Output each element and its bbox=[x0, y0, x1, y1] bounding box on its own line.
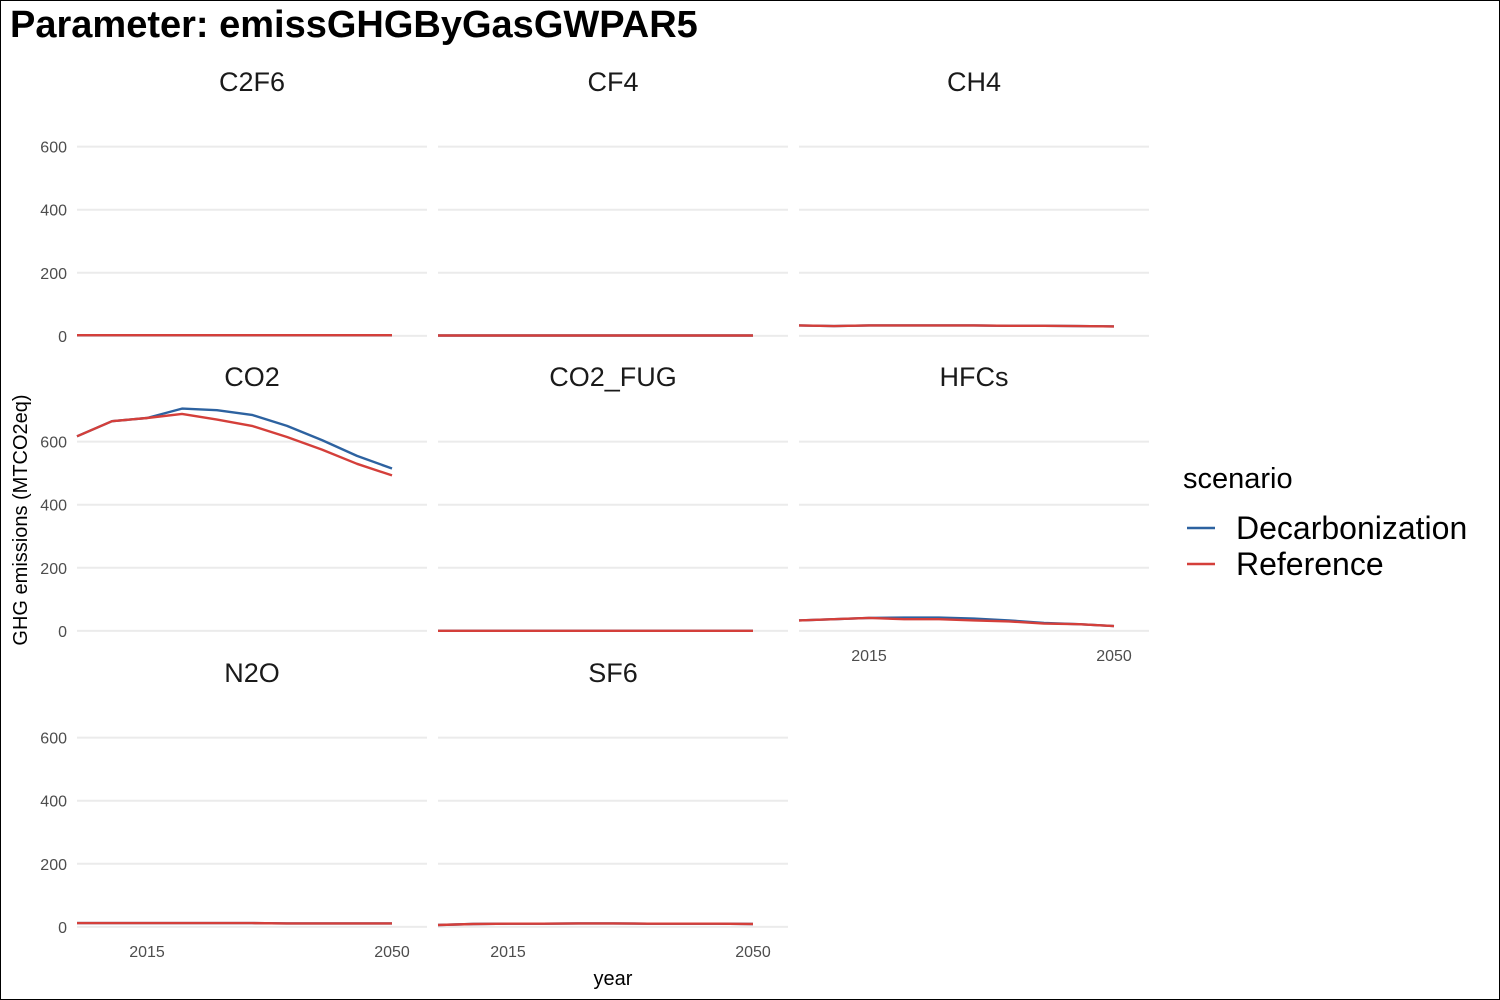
y-tick-label-co2-200: 200 bbox=[40, 561, 67, 578]
facet-label-co2: CO2 bbox=[224, 362, 280, 392]
x-axis-title: year bbox=[594, 968, 633, 990]
x-tick-label-sf6-2050: 2050 bbox=[735, 944, 771, 961]
y-tick-label-n2o-0: 0 bbox=[58, 920, 67, 937]
y-tick-label-co2-400: 400 bbox=[40, 498, 67, 515]
series-line-co2-reference bbox=[76, 412, 393, 477]
facet-label-hfcs: HFCs bbox=[940, 362, 1009, 392]
legend-label-decarbonization: Decarbonization bbox=[1236, 510, 1467, 546]
x-tick-label-hfcs-2050: 2050 bbox=[1096, 648, 1132, 665]
series-line-sf6-reference bbox=[437, 922, 754, 927]
chart-title: Parameter: emissGHGByGasGWPAR5 bbox=[10, 4, 698, 46]
series-line-hfcs-reference bbox=[798, 616, 1115, 628]
y-tick-label-c2f6-200: 200 bbox=[40, 266, 67, 283]
legend-label-reference: Reference bbox=[1236, 546, 1384, 582]
y-tick-label-co2-600: 600 bbox=[40, 435, 67, 452]
facet-label-cf4: CF4 bbox=[587, 67, 638, 97]
facet-label-n2o: N2O bbox=[224, 658, 280, 688]
x-tick-label-n2o-2050: 2050 bbox=[374, 944, 410, 961]
legend-title: scenario bbox=[1183, 463, 1293, 495]
y-tick-label-c2f6-600: 600 bbox=[40, 140, 67, 157]
y-tick-label-c2f6-0: 0 bbox=[58, 329, 67, 346]
y-tick-label-n2o-600: 600 bbox=[40, 731, 67, 748]
y-tick-label-c2f6-400: 400 bbox=[40, 203, 67, 220]
facet-label-ch4: CH4 bbox=[947, 67, 1001, 97]
x-tick-label-sf6-2015: 2015 bbox=[490, 944, 526, 961]
facet-label-sf6: SF6 bbox=[588, 658, 638, 688]
y-tick-label-n2o-200: 200 bbox=[40, 857, 67, 874]
y-axis-title: GHG emissions (MTCO2eq) bbox=[10, 394, 32, 645]
y-tick-label-co2-0: 0 bbox=[58, 624, 67, 641]
x-tick-label-hfcs-2015: 2015 bbox=[851, 648, 887, 665]
x-tick-label-n2o-2015: 2015 bbox=[129, 944, 165, 961]
y-tick-label-n2o-400: 400 bbox=[40, 794, 67, 811]
facet-label-c2f6: C2F6 bbox=[219, 67, 285, 97]
series-line-ch4-reference bbox=[798, 324, 1115, 328]
facet-label-co2-fug: CO2_FUG bbox=[549, 362, 677, 392]
